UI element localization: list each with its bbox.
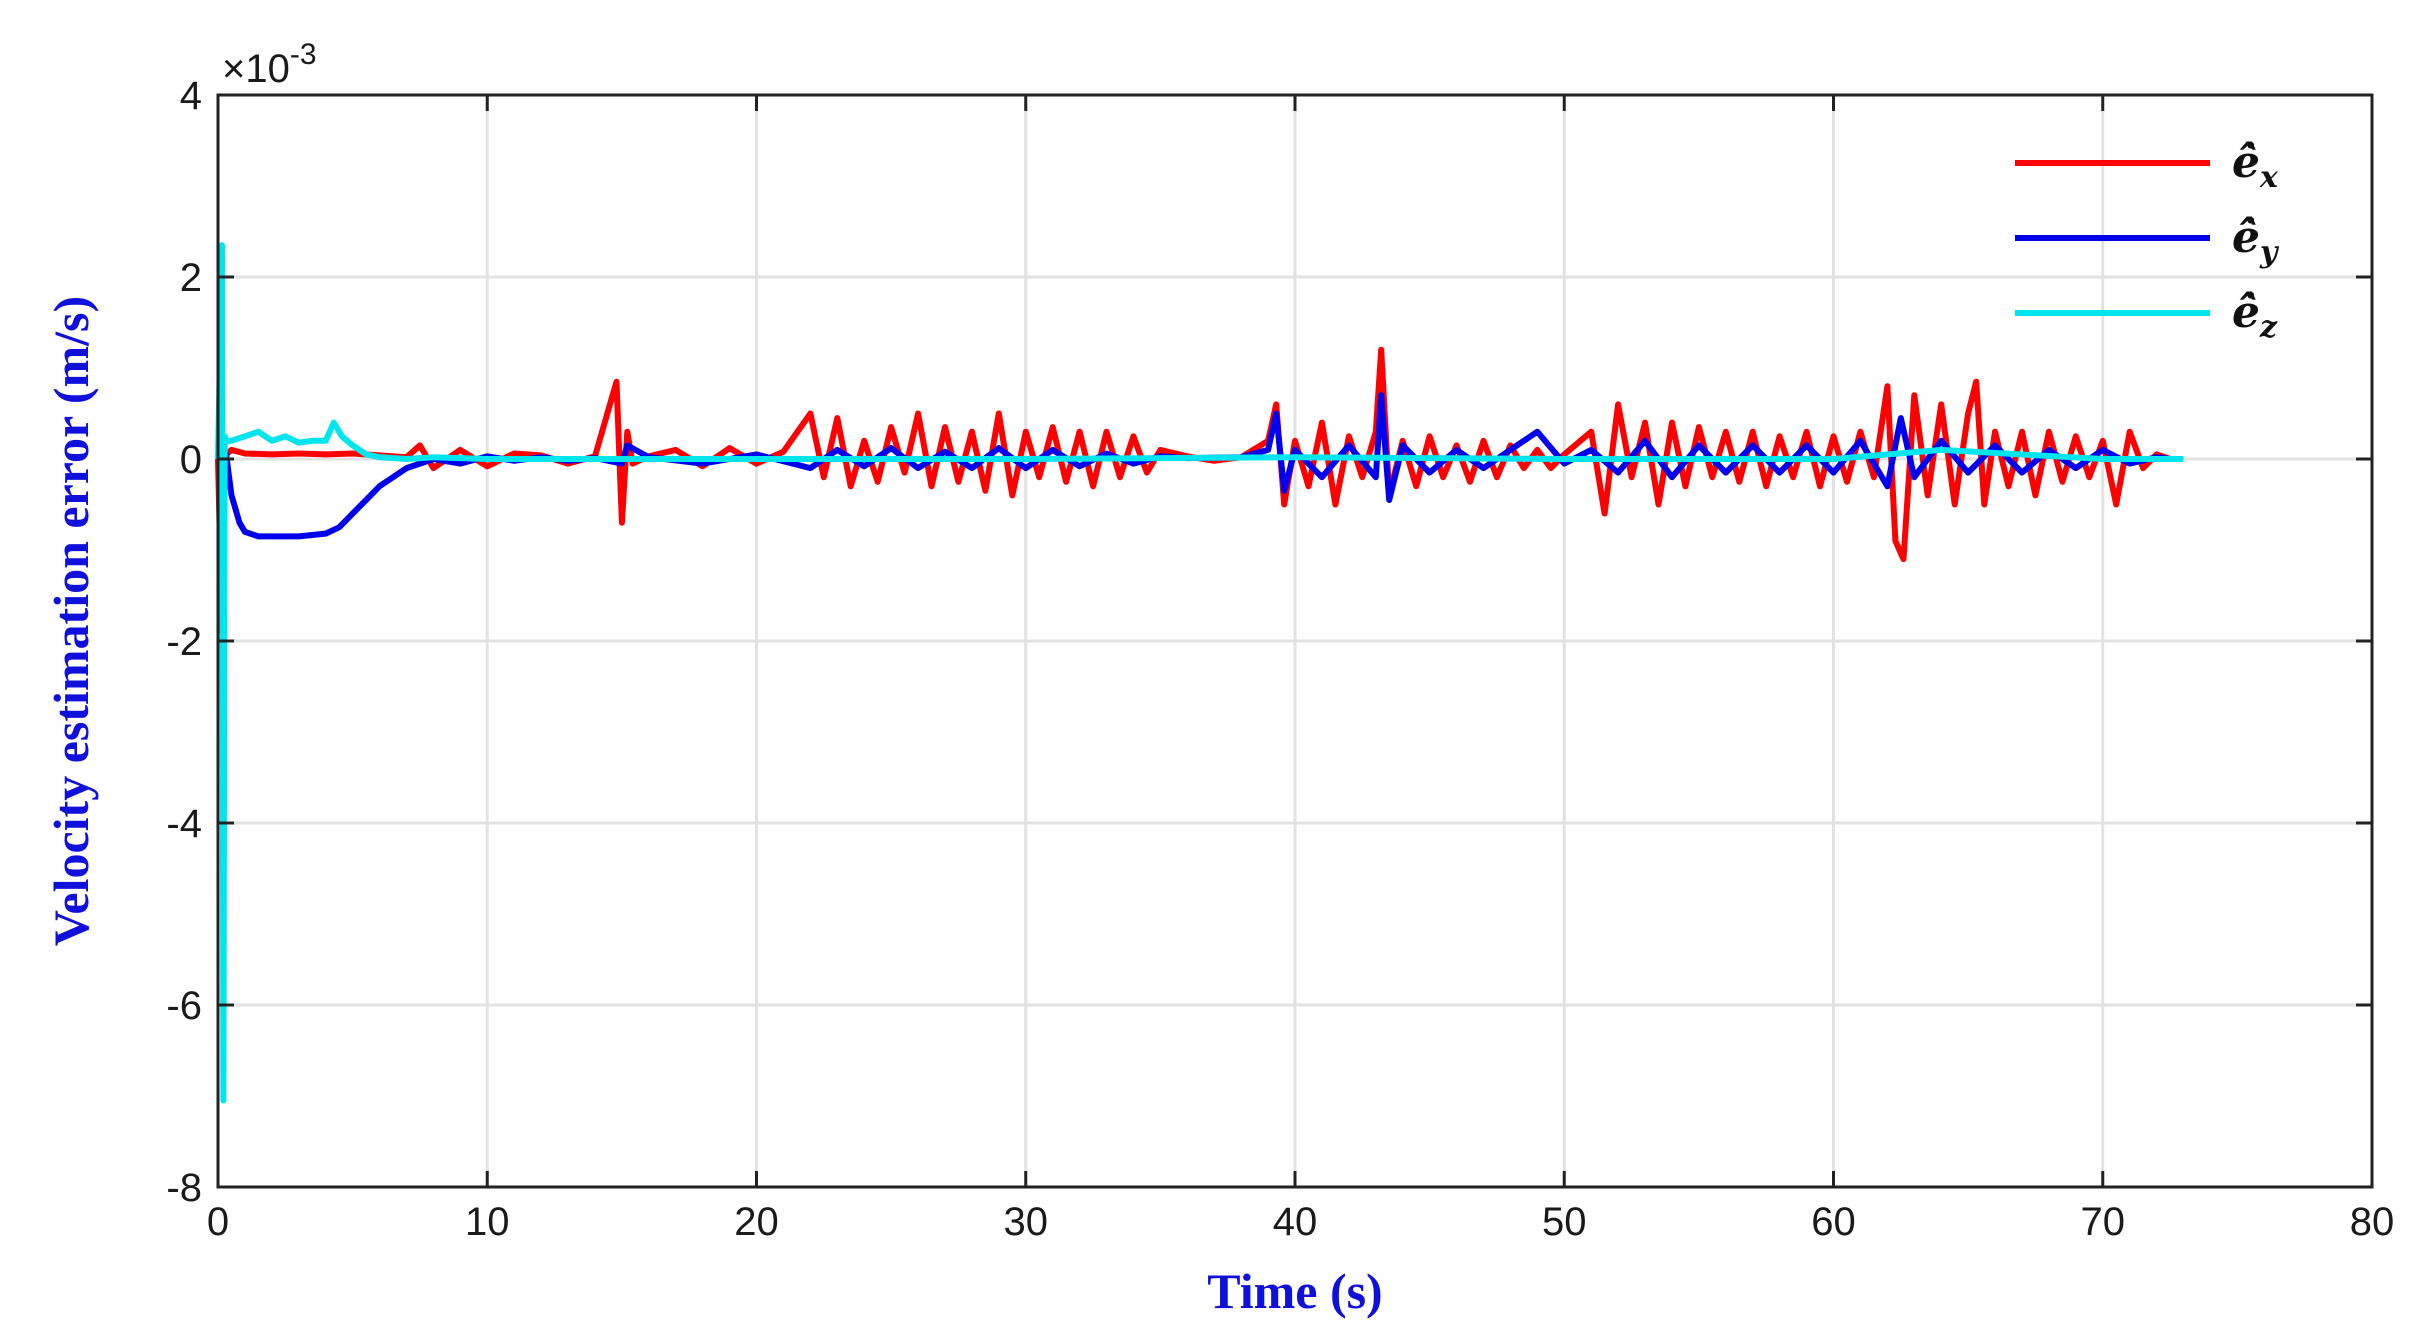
y-tick-label: -4 bbox=[166, 802, 202, 846]
x-tick-label: 30 bbox=[1004, 1200, 1049, 1244]
x-tick-label: 10 bbox=[465, 1200, 510, 1244]
y-tick-label: 4 bbox=[180, 74, 202, 118]
series-lines bbox=[215, 242, 2184, 1104]
y-tick-labels: -8 -6 -4 -2 0 2 4 bbox=[166, 74, 202, 1210]
x-tick-labels: 0 10 20 30 40 50 60 70 80 bbox=[207, 1200, 2394, 1244]
y-scale-factor: ×10-3 bbox=[222, 38, 317, 91]
legend-label-x: ê̇x bbox=[2232, 137, 2279, 195]
axis-ticks bbox=[216, 93, 2374, 1189]
y-tick-label: -6 bbox=[166, 984, 202, 1028]
x-tick-label: 0 bbox=[207, 1200, 229, 1244]
x-tick-label: 50 bbox=[1542, 1200, 1587, 1244]
y-tick-label: -8 bbox=[166, 1166, 202, 1210]
y-tick-label: -2 bbox=[166, 620, 202, 664]
x-tick-label: 40 bbox=[1273, 1200, 1318, 1244]
y-tick-label: 2 bbox=[180, 256, 202, 300]
legend-label-z: ê̇z bbox=[2232, 287, 2278, 345]
legend-label-y: ê̇y bbox=[2232, 212, 2280, 270]
x-tick-label: 80 bbox=[2350, 1200, 2395, 1244]
series-line-z bbox=[215, 242, 2184, 1104]
x-tick-label: 70 bbox=[2081, 1200, 2126, 1244]
y-axis-label: Velocity estimation error (m/s) bbox=[43, 296, 99, 946]
x-tick-label: 20 bbox=[734, 1200, 779, 1244]
y-tick-label: 0 bbox=[180, 438, 202, 482]
legend: ê̇x ê̇y ê̇z bbox=[2015, 137, 2280, 345]
x-tick-label: 60 bbox=[1811, 1200, 1856, 1244]
x-axis-label: Time (s) bbox=[1207, 1263, 1382, 1319]
